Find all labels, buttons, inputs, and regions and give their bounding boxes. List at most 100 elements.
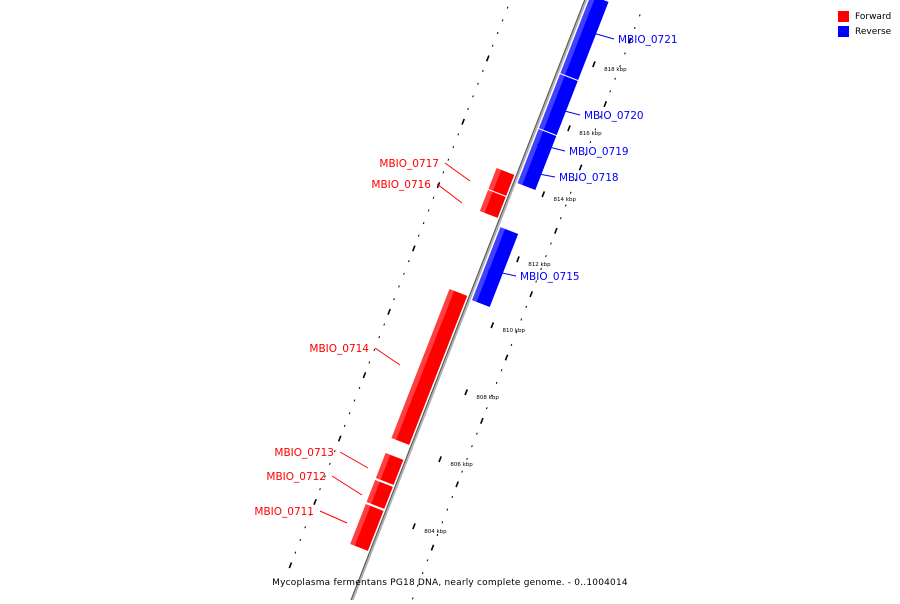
gene-box-mbio_0720[interactable] xyxy=(539,74,578,135)
tick-mark-right xyxy=(614,77,616,80)
legend-label-forward: Forward xyxy=(855,11,892,22)
tick-mark-right xyxy=(535,280,537,283)
tick-mark-right xyxy=(441,521,444,524)
gene-box-mbio_0715[interactable] xyxy=(472,227,519,307)
gene-leader-line xyxy=(552,107,581,116)
tick-mark-left xyxy=(288,562,293,569)
tick-mark-left xyxy=(393,298,395,301)
scale-tick xyxy=(541,191,546,198)
tick-mark-left xyxy=(472,95,474,98)
tick-mark-right xyxy=(603,101,608,108)
backbone-edge xyxy=(350,0,586,601)
tick-mark-right xyxy=(416,584,419,587)
tick-mark-right xyxy=(520,318,523,321)
gene-label-mbio_0712[interactable]: MBIO_0712 xyxy=(266,471,326,483)
tick-mark-left xyxy=(403,272,405,275)
gene-label-mbio_0719[interactable]: MBIO_0719 xyxy=(569,146,629,158)
legend-label-reverse: Reverse xyxy=(855,26,892,37)
tick-mark-left xyxy=(485,55,490,62)
gene-label-mbio_0713[interactable]: MBIO_0713 xyxy=(274,447,334,459)
scale-label: 816 kbp xyxy=(579,131,602,137)
tick-mark-right xyxy=(529,291,534,298)
scale-tick xyxy=(516,256,520,263)
tick-mark-right xyxy=(574,179,577,182)
tick-mark-left xyxy=(408,260,410,263)
gene-box-mbio_0714[interactable] xyxy=(391,289,468,445)
tick-mark-right xyxy=(594,128,597,131)
gene-label-mbio_0717[interactable]: MBIO_0717 xyxy=(379,158,439,170)
tick-mark-right xyxy=(455,481,459,488)
tick-mark-left xyxy=(491,44,494,47)
tick-mark-left xyxy=(411,245,416,252)
tick-mark-left xyxy=(378,336,381,339)
tick-mark-right xyxy=(446,508,449,511)
tick-mark-left xyxy=(383,323,386,326)
tick-mark-left xyxy=(299,538,302,542)
tick-mark-right xyxy=(609,90,611,93)
tick-mark-right xyxy=(559,217,562,220)
gene-label-mbio_0711[interactable]: MBIO_0711 xyxy=(254,506,314,518)
gene-box-highlight xyxy=(479,190,493,213)
gene-labels: MBIO_0711 MBIO_0712 MBIO_0713 MBIO_0714 MBIO… xyxy=(254,30,678,524)
tick-mark-left xyxy=(358,386,361,389)
tick-mark-left xyxy=(348,412,351,415)
tick-mark-right xyxy=(411,597,414,600)
gene-box-mbio_0716[interactable] xyxy=(479,190,506,218)
scale-tick xyxy=(592,61,596,68)
tick-mark-right xyxy=(436,533,439,537)
gene-label-mbio_0720[interactable]: MBIO_0720 xyxy=(584,110,644,122)
gene-label-mbio_0714[interactable]: MBIO_0714 xyxy=(309,343,369,355)
tick-mark-left xyxy=(452,145,455,149)
gene-leader-line xyxy=(436,183,463,204)
gene-box-highlight xyxy=(391,289,455,440)
tick-mark-left xyxy=(343,424,346,427)
tick-mark-right xyxy=(628,37,632,44)
tick-mark-left xyxy=(337,435,342,442)
tick-mark-right xyxy=(490,394,493,397)
tick-mark-right xyxy=(619,64,621,68)
gene-leader-line xyxy=(585,30,615,40)
tick-mark-right xyxy=(564,204,567,207)
tick-mark-right xyxy=(599,115,602,118)
tick-mark-right xyxy=(426,559,429,562)
tick-mark-left xyxy=(387,308,391,315)
tick-mark-right xyxy=(589,140,592,144)
gene-box-mbio_0721[interactable] xyxy=(560,0,609,80)
gene-label-mbio_0718[interactable]: MBIO_0718 xyxy=(559,172,619,184)
tick-mark-right xyxy=(624,52,626,55)
tick-mark-left xyxy=(304,526,307,529)
tick-mark-right xyxy=(545,255,547,258)
tick-mark-left xyxy=(457,133,460,136)
gene-label-mbio_0716[interactable]: MBIO_0716 xyxy=(371,179,431,191)
tick-mark-right xyxy=(634,26,636,30)
tick-mark-left xyxy=(432,196,435,199)
gene-leader-line xyxy=(444,162,471,182)
tick-mark-left xyxy=(362,372,367,379)
gene-box-mbio_0713[interactable] xyxy=(375,453,404,485)
tick-mark-right xyxy=(471,445,473,448)
tick-mark-left xyxy=(442,171,445,174)
gene-leader-line xyxy=(527,171,556,178)
gene-box-mbio_0712[interactable] xyxy=(366,480,393,509)
tick-mark-left xyxy=(447,158,450,161)
gene-box-mbio_0717[interactable] xyxy=(488,168,515,196)
tick-mark-left xyxy=(373,348,376,351)
tick-mark-left xyxy=(324,475,326,478)
gene-box-mbio_0711[interactable] xyxy=(350,504,384,551)
gene-label-mbio_0721[interactable]: MBIO_0721 xyxy=(618,34,678,46)
forward-swatch xyxy=(838,11,849,22)
tick-mark-left xyxy=(496,31,499,35)
tick-mark-left xyxy=(467,107,469,111)
gene-leader-line xyxy=(339,451,369,469)
gene-label-mbio_0715[interactable]: MBIO_0715 xyxy=(520,271,580,283)
tick-mark-left xyxy=(461,118,465,125)
tick-mark-right xyxy=(451,495,454,499)
gene-box-mbio_0718[interactable] xyxy=(517,146,550,190)
gene-box-highlight xyxy=(350,504,371,546)
tick-mark-right xyxy=(461,470,463,473)
tick-mark-right xyxy=(525,305,528,308)
tick-mark-left xyxy=(417,234,420,237)
gene-leader-line xyxy=(331,475,363,496)
scale-label: 814 kbp xyxy=(554,197,577,203)
gene-leader-line xyxy=(374,347,401,366)
